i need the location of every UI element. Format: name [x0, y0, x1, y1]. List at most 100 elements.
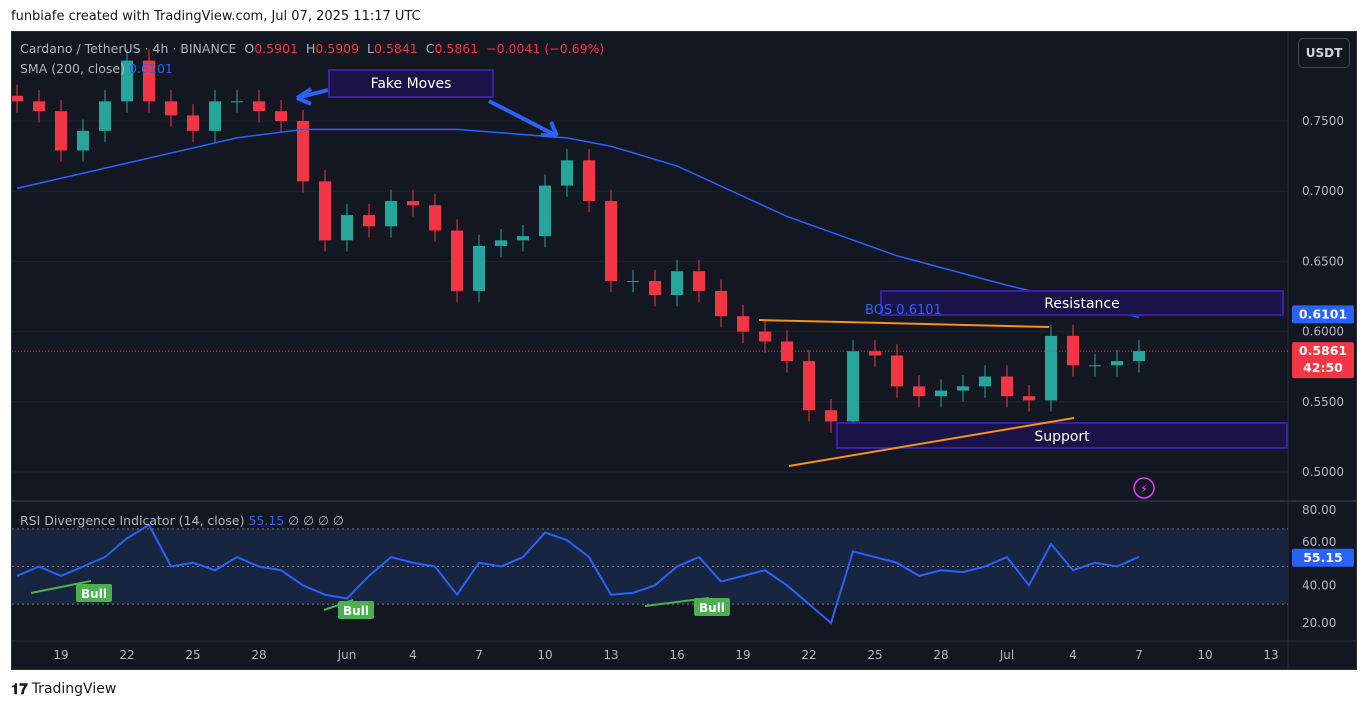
- candle: [407, 201, 419, 206]
- lightning-icon: [1133, 477, 1155, 499]
- bull-label-bg: [338, 601, 374, 619]
- sma-price-label-bg: [1292, 305, 1354, 324]
- low-value: 0.5841: [374, 41, 418, 56]
- candle: [253, 101, 265, 112]
- rsi-extra-values: ∅ ∅ ∅ ∅: [288, 513, 344, 528]
- time-tick: 7: [475, 648, 483, 662]
- rsi-tick: 20.00: [1302, 616, 1336, 630]
- candle: [737, 316, 749, 332]
- sma-legend[interactable]: SMA (200, close) 0.6101: [20, 61, 173, 76]
- time-tick: 10: [537, 648, 552, 662]
- bull-label-bg: [694, 598, 730, 616]
- price-tick: 0.6000: [1302, 325, 1344, 339]
- fake-moves-label: Fake Moves: [371, 76, 452, 92]
- candle: [825, 410, 837, 422]
- rsi-value: 55.15: [248, 513, 285, 528]
- candle: [341, 215, 353, 241]
- rsi-tick: 40.00: [1302, 578, 1336, 592]
- resistance-label: Resistance: [1044, 296, 1119, 312]
- candle: [143, 60, 155, 102]
- time-tick: Jun: [337, 648, 357, 662]
- chart-frame[interactable]: 0.7500 0.7000 0.6500 0.6000 0.5500 0.5000 80.0…: [11, 31, 1357, 670]
- sma-line: [16, 128, 1140, 319]
- candle: [847, 351, 859, 422]
- time-tick: 10: [1197, 648, 1212, 662]
- time-tick: 25: [185, 648, 200, 662]
- candle: [473, 245, 485, 291]
- candle: [605, 201, 617, 282]
- rsi-value-label-bg: [1292, 548, 1354, 567]
- candle: [1045, 335, 1057, 401]
- bull-label-bg: [76, 584, 112, 602]
- sma-value: 0.6101: [128, 61, 173, 76]
- last-price-label: 42:50: [1303, 360, 1343, 375]
- candle: [649, 281, 661, 296]
- time-tick: 7: [1135, 648, 1143, 662]
- arrow-left-icon: [295, 87, 329, 106]
- price-tick: 0.5500: [1302, 395, 1344, 409]
- time-tick: 16: [669, 648, 684, 662]
- candle: [1023, 396, 1035, 401]
- candle: [715, 290, 727, 317]
- high-value: 0.5909: [315, 41, 360, 56]
- candle: [1067, 335, 1079, 366]
- price-tick: 0.5000: [1302, 465, 1344, 479]
- tradingview-logo-icon: 𝟏𝟕: [11, 680, 28, 698]
- resistance-box: [880, 290, 1284, 316]
- arrow-right-icon: [488, 99, 559, 138]
- close-label: C: [425, 41, 435, 56]
- tradingview-logo[interactable]: 𝟏𝟕 TradingView: [11, 680, 116, 698]
- change-value: −0.0041 (−0.69%): [486, 41, 605, 56]
- currency-button[interactable]: USDT: [1298, 38, 1350, 68]
- rsi-legend[interactable]: RSI Divergence Indicator (14, close) 55.…: [20, 513, 344, 528]
- candle: [693, 271, 705, 291]
- candle: [1133, 351, 1145, 362]
- bos-line: [758, 319, 1050, 328]
- candle: [187, 115, 199, 131]
- price-tick: 0.7000: [1302, 184, 1344, 198]
- candle: [979, 376, 991, 387]
- candle: [1089, 365, 1101, 367]
- candle: [33, 101, 45, 112]
- candle: [1001, 376, 1013, 397]
- candle: [209, 101, 221, 131]
- bull-divergence-line: [30, 580, 92, 594]
- lightning-icon-glyph: ⚡: [1140, 482, 1148, 496]
- candle: [77, 130, 89, 151]
- fake-moves-box: [328, 69, 494, 98]
- low-label: L: [367, 41, 375, 56]
- chart-credit: funbiafe created with TradingView.com, J…: [11, 9, 421, 24]
- candle: [539, 185, 551, 237]
- candle: [451, 230, 463, 291]
- time-tick: 25: [867, 648, 882, 662]
- candle: [495, 240, 507, 246]
- candle: [583, 160, 595, 202]
- symbol-name[interactable]: Cardano / TetherUS · 4h · BINANCE: [20, 41, 237, 56]
- candle: [913, 386, 925, 397]
- candle: [55, 111, 67, 151]
- candle: [165, 101, 177, 116]
- support-box: [836, 422, 1288, 449]
- candle: [1111, 361, 1123, 366]
- price-tick: 0.7500: [1302, 114, 1344, 128]
- last-price-label-bg: [1292, 342, 1354, 379]
- time-tick: 13: [1263, 648, 1278, 662]
- rsi-tick: 60.00: [1302, 535, 1336, 549]
- sma-price-label: 0.6101: [1299, 306, 1347, 321]
- candle: [869, 351, 881, 356]
- candle: [231, 101, 243, 103]
- bull-label: Bull: [699, 601, 725, 615]
- time-tick: 19: [735, 648, 750, 662]
- candle: [671, 271, 683, 296]
- open-label: O: [244, 41, 255, 56]
- candle: [385, 201, 397, 227]
- time-tick: 28: [933, 648, 948, 662]
- chart-canvas[interactable]: 0.7500 0.7000 0.6500 0.6000 0.5500 0.5000 80.0…: [12, 32, 1356, 669]
- time-tick: 4: [409, 648, 417, 662]
- rsi-tick: 80.00: [1302, 503, 1336, 517]
- last-price-label: 0.5861: [1299, 343, 1347, 358]
- symbol-legend: Cardano / TetherUS · 4h · BINANCE O 0.590…: [20, 41, 604, 56]
- candle: [121, 60, 133, 102]
- candle: [957, 386, 969, 391]
- brand-name: TradingView: [31, 681, 117, 697]
